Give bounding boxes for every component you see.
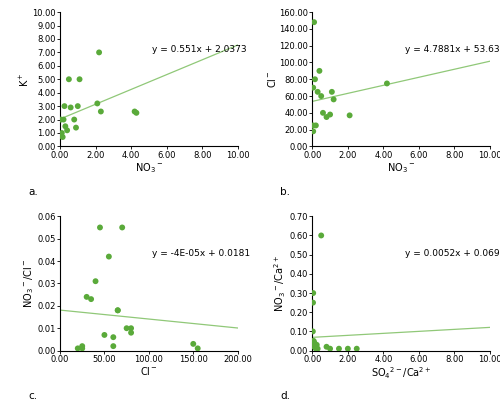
Point <box>310 340 318 346</box>
Point <box>70 116 78 123</box>
Point <box>346 112 354 118</box>
Text: y = 0.551x + 2.0373: y = 0.551x + 2.0373 <box>152 45 247 54</box>
X-axis label: NO$_3$$^-$: NO$_3$$^-$ <box>135 161 163 175</box>
Point <box>118 224 126 231</box>
Point <box>319 110 327 116</box>
Point <box>82 294 90 300</box>
Text: y = -4E-05x + 0.0181: y = -4E-05x + 0.0181 <box>152 249 250 258</box>
Point <box>309 299 317 306</box>
Point <box>57 133 65 139</box>
Y-axis label: NO$_3$$^-$/Ca$^{2+}$: NO$_3$$^-$/Ca$^{2+}$ <box>272 255 288 312</box>
Point <box>309 84 317 91</box>
Point <box>314 345 322 352</box>
Point <box>326 345 334 352</box>
Point <box>317 232 325 239</box>
Point <box>132 110 140 116</box>
Text: y = 0.0052x + 0.0691: y = 0.0052x + 0.0691 <box>404 249 500 258</box>
Point <box>328 89 336 95</box>
Y-axis label: K$^+$: K$^+$ <box>18 72 31 87</box>
Point <box>100 332 108 338</box>
Text: c.: c. <box>28 391 37 401</box>
Point <box>96 224 104 231</box>
Point <box>310 342 318 348</box>
Point <box>127 330 135 336</box>
Point <box>78 343 86 349</box>
Text: y = 4.7881x + 53.635: y = 4.7881x + 53.635 <box>404 45 500 54</box>
Point <box>110 334 118 341</box>
Point <box>311 343 319 350</box>
Point <box>322 114 330 120</box>
Text: d.: d. <box>280 391 290 401</box>
Point <box>94 100 102 107</box>
Point <box>317 93 325 99</box>
Point <box>78 345 86 351</box>
Point <box>110 343 118 349</box>
Point <box>309 122 317 129</box>
Point <box>60 116 68 123</box>
Point <box>352 345 360 352</box>
X-axis label: Cl$^-$: Cl$^-$ <box>140 365 158 377</box>
Point <box>114 307 122 314</box>
Point <box>92 278 100 285</box>
Point <box>344 345 352 352</box>
Point <box>72 125 80 131</box>
Point <box>309 290 317 296</box>
X-axis label: NO$_3$$^-$: NO$_3$$^-$ <box>387 161 415 175</box>
Point <box>310 343 318 350</box>
Point <box>308 338 316 344</box>
Point <box>335 345 343 352</box>
Point <box>312 345 320 352</box>
Point <box>127 325 135 331</box>
Point <box>190 341 198 347</box>
Point <box>66 104 74 111</box>
Point <box>383 80 391 87</box>
Point <box>322 343 330 350</box>
Point <box>310 338 318 344</box>
Text: a.: a. <box>28 187 38 197</box>
Point <box>63 127 71 133</box>
Point <box>310 19 318 25</box>
Point <box>309 128 317 135</box>
Point <box>312 122 320 129</box>
Point <box>74 345 82 351</box>
Point <box>122 325 130 331</box>
Point <box>314 89 322 95</box>
Point <box>57 116 65 123</box>
Point <box>105 253 113 260</box>
Point <box>326 111 334 118</box>
Point <box>309 328 317 334</box>
Text: b.: b. <box>280 187 290 197</box>
Point <box>65 76 73 83</box>
Point <box>330 96 338 103</box>
Point <box>130 108 138 115</box>
Y-axis label: Cl$^-$: Cl$^-$ <box>266 70 278 88</box>
Point <box>74 103 82 109</box>
Point <box>60 103 68 109</box>
Point <box>97 108 105 115</box>
X-axis label: SO$_4$$^{2-}$/Ca$^{2+}$: SO$_4$$^{2-}$/Ca$^{2+}$ <box>371 365 432 381</box>
Point <box>313 342 321 348</box>
Point <box>58 134 66 140</box>
Point <box>316 68 324 74</box>
Point <box>95 49 103 56</box>
Point <box>114 307 122 314</box>
Y-axis label: NO$_3$$^-$/Cl$^-$: NO$_3$$^-$/Cl$^-$ <box>22 259 36 308</box>
Point <box>58 130 66 136</box>
Point <box>76 76 84 83</box>
Point <box>62 123 70 129</box>
Point <box>87 296 95 302</box>
Point <box>194 345 202 351</box>
Point <box>311 76 319 83</box>
